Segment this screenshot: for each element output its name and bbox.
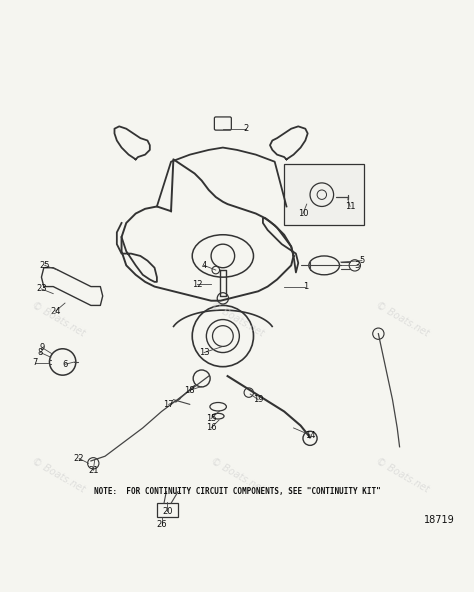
Text: 2: 2 <box>244 124 249 133</box>
Text: © Boats.net: © Boats.net <box>374 456 430 494</box>
Text: 16: 16 <box>206 423 217 432</box>
Text: © Boats.net: © Boats.net <box>209 300 265 339</box>
Text: © Boats.net: © Boats.net <box>209 456 265 494</box>
Text: 21: 21 <box>88 466 99 475</box>
Text: 3: 3 <box>355 261 360 270</box>
Text: © Boats.net: © Boats.net <box>29 456 86 494</box>
Text: 15: 15 <box>206 414 216 423</box>
Text: 22: 22 <box>74 454 84 463</box>
Text: NOTE:  FOR CONTINUITY CIRCUIT COMPONENTS, SEE "CONTINUITY KIT": NOTE: FOR CONTINUITY CIRCUIT COMPONENTS,… <box>94 487 380 496</box>
Text: 25: 25 <box>39 261 50 270</box>
Text: 19: 19 <box>253 395 264 404</box>
Text: 4: 4 <box>201 261 207 270</box>
Bar <box>284 164 364 226</box>
Bar <box>157 503 178 517</box>
Text: 8: 8 <box>38 348 43 357</box>
Text: © Boats.net: © Boats.net <box>374 300 430 339</box>
Text: 14: 14 <box>305 430 315 439</box>
Text: 13: 13 <box>199 348 210 357</box>
Text: 20: 20 <box>162 507 173 516</box>
Text: 6: 6 <box>62 360 68 369</box>
Text: © Boats.net: © Boats.net <box>29 300 86 339</box>
Text: 24: 24 <box>50 307 61 316</box>
Text: 18719: 18719 <box>424 515 455 525</box>
Text: 7: 7 <box>33 358 38 368</box>
Text: 1: 1 <box>303 282 308 291</box>
Text: 12: 12 <box>191 279 202 289</box>
Text: 26: 26 <box>156 520 167 529</box>
Text: 10: 10 <box>298 209 308 218</box>
Text: 18: 18 <box>184 386 195 395</box>
Text: 23: 23 <box>36 284 47 294</box>
Text: 17: 17 <box>164 400 174 409</box>
Text: 5: 5 <box>359 256 365 265</box>
Text: 9: 9 <box>40 343 45 352</box>
Text: 11: 11 <box>345 202 356 211</box>
